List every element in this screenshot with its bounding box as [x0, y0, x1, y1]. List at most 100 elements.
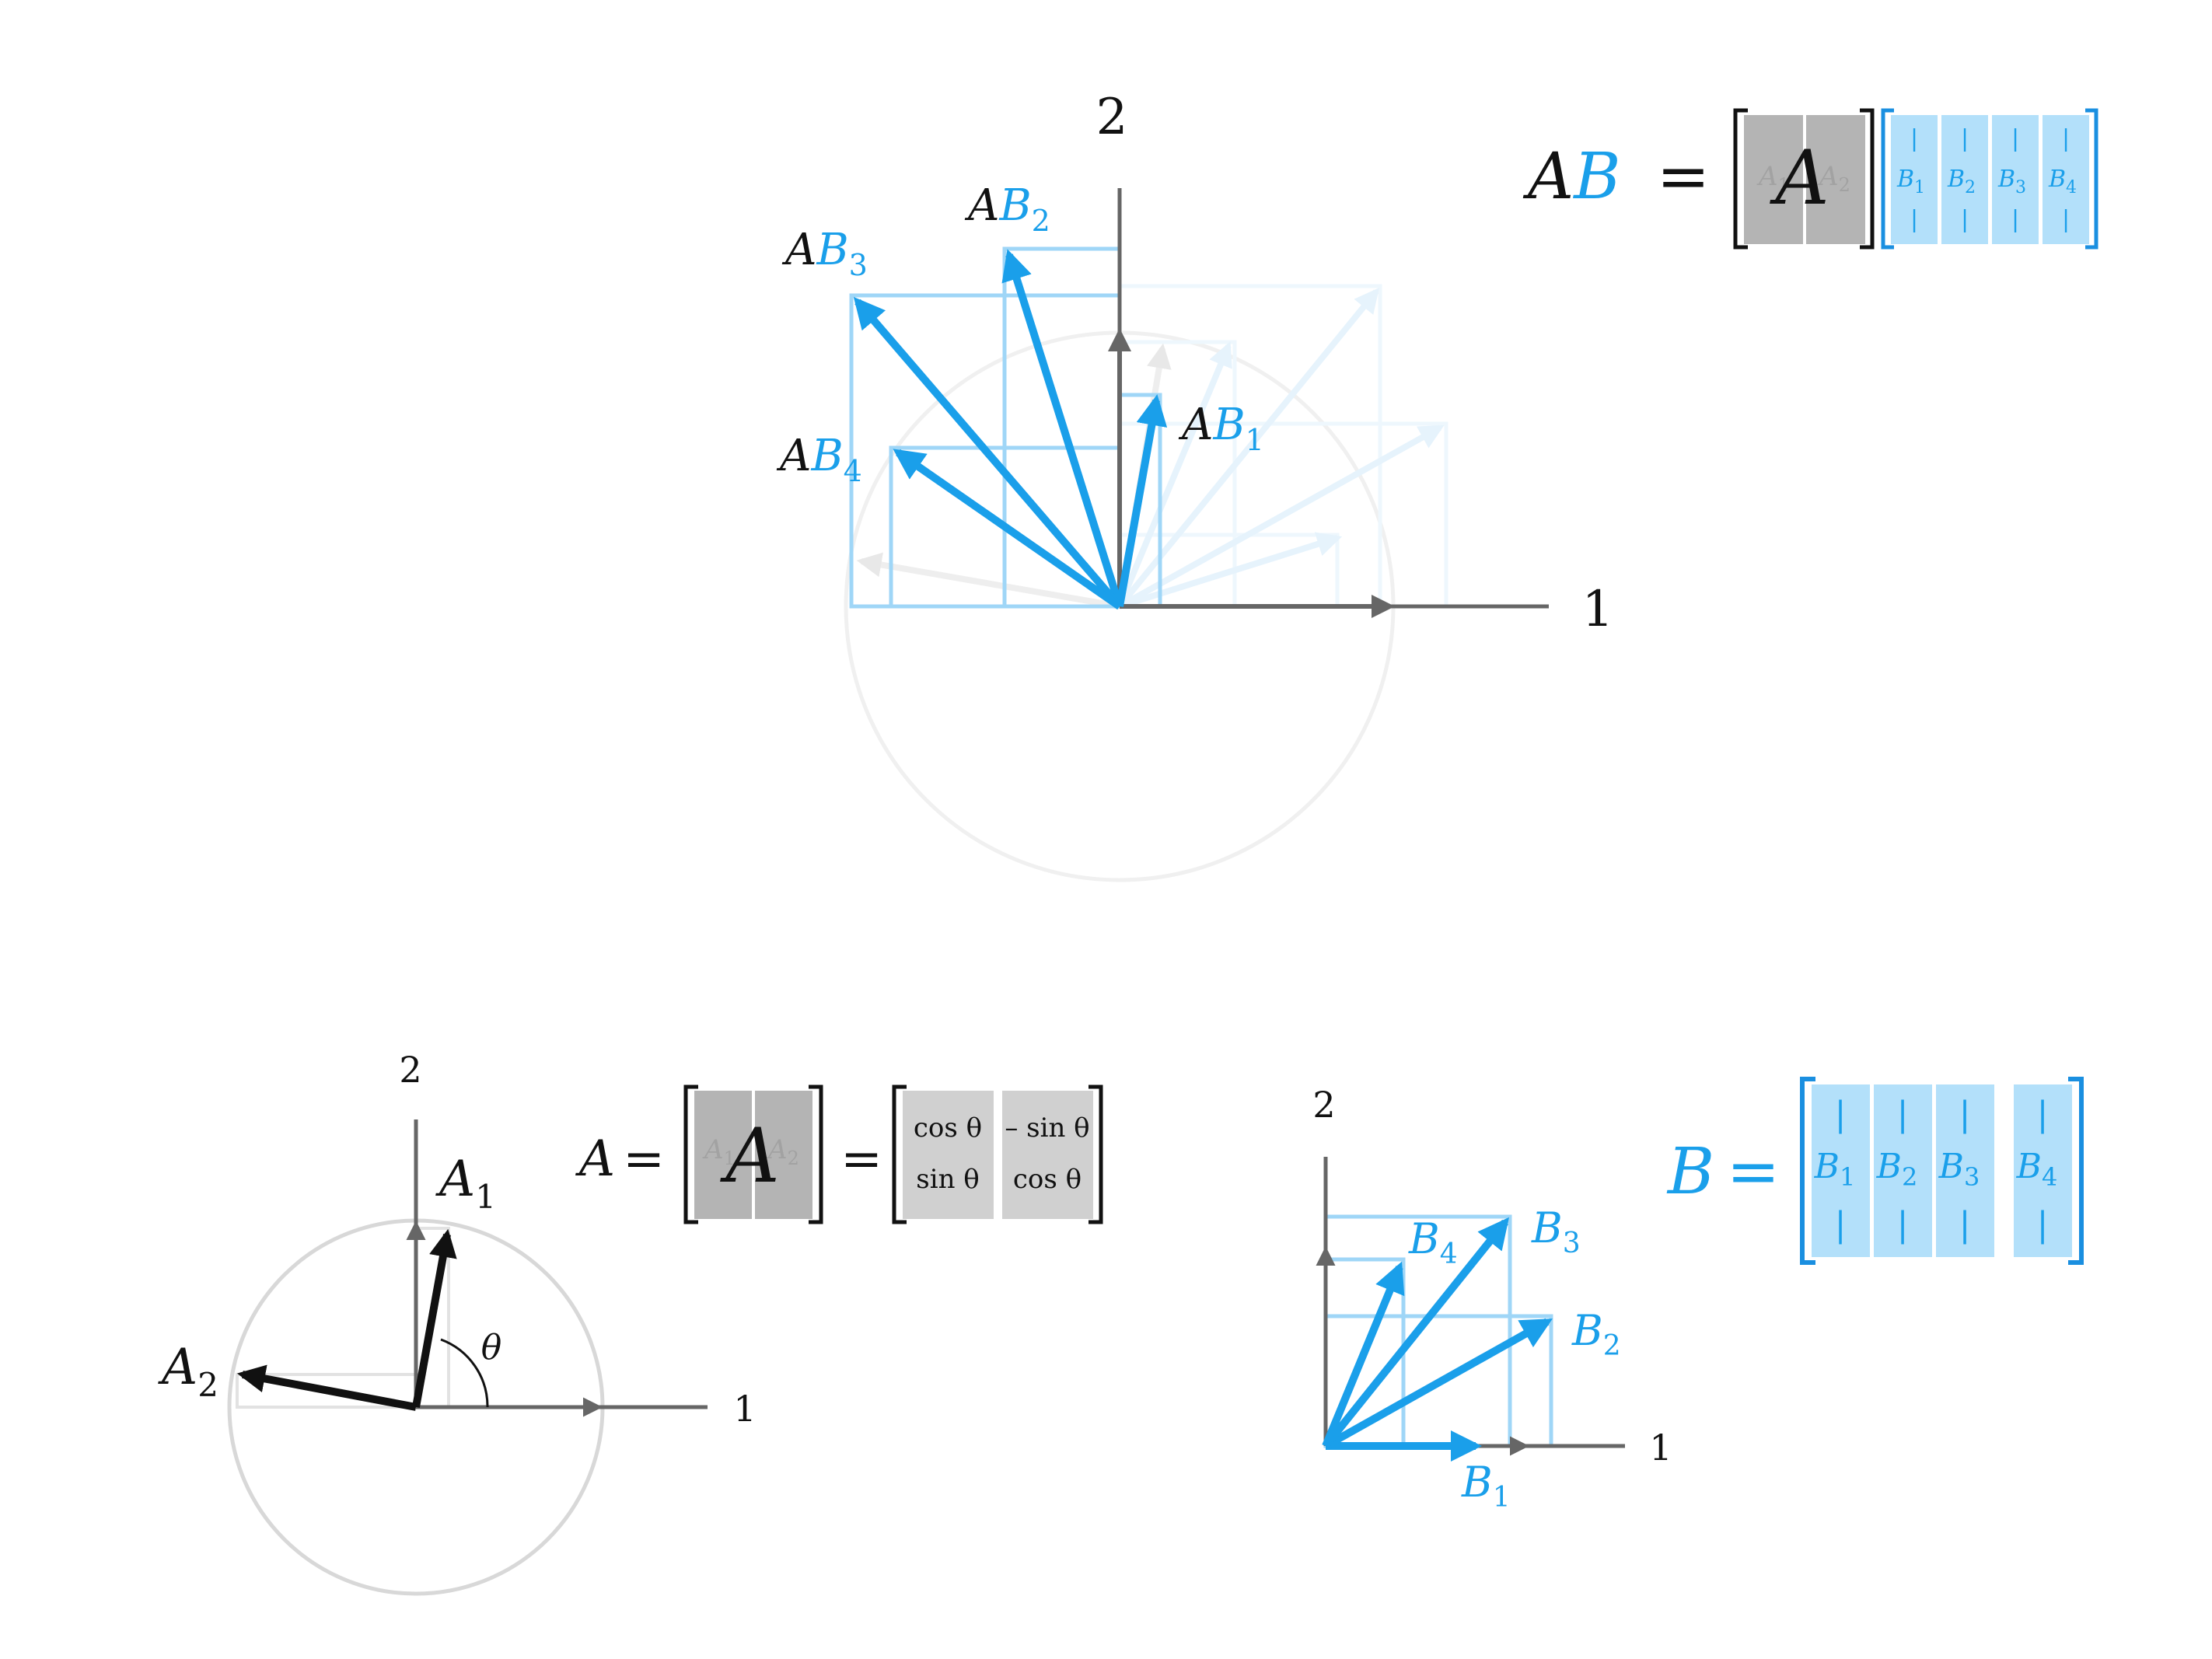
matrix-b-col1-fill: [1891, 115, 1938, 244]
matrix-b-col4-fill: [2014, 1084, 2072, 1257]
matrix-b-col2-bar-bottom: |: [1897, 1205, 1909, 1245]
matrix-a-bracket-left: [1733, 108, 1748, 250]
label-ab2: AB2: [964, 180, 1050, 238]
matrix-a-col1-label: A1: [702, 1134, 736, 1169]
matrix-b-col2-fill: [1874, 1084, 1932, 1257]
matrix-b-col1-label: B1: [1896, 166, 1925, 197]
equation-b: B = | B1 | | B2 | | B3 | | B4 |: [1666, 1077, 2084, 1265]
matrix-b-col4-bar-bottom: |: [2037, 1205, 2049, 1245]
matrix-a-col1-label: A1: [1756, 161, 1790, 196]
vector-a2: [236, 1364, 417, 1411]
matrix-a-col2-fill: [755, 1091, 812, 1219]
vector-b2: [1323, 1318, 1553, 1450]
matrix-b-col3-label: B3: [1938, 1147, 1980, 1192]
axis-1-label: 1: [1649, 1427, 1672, 1469]
equation-a-equals-2: =: [840, 1130, 882, 1188]
equation-ab-equals: =: [1657, 140, 1711, 214]
equation-a-equals-1: =: [623, 1130, 665, 1188]
rotation-col2-fill: [1002, 1091, 1093, 1219]
matrix-b-col1-label: B1: [1814, 1147, 1856, 1192]
matrix-b-col1-bar-bottom: |: [1835, 1205, 1847, 1245]
matrix-b-bracket-left: [1800, 1077, 1815, 1265]
equation-ab-lhs: AB: [1522, 140, 1620, 214]
matrix-a-col2-fill: [1806, 115, 1865, 244]
rotation-cell-12: – sin θ: [1005, 1112, 1089, 1144]
vector-b3: [1323, 1217, 1510, 1449]
matrix-b-col3-bar-bottom: |: [1959, 1205, 1971, 1245]
matrix-b-col4-bar-bottom: |: [2062, 206, 2070, 233]
projection-boxes: [849, 246, 1162, 609]
b-vectors: [1322, 1217, 1553, 1462]
matrix-b-col1-fill: [1812, 1084, 1870, 1257]
matrix-b-col4-label: B4: [2016, 1147, 2058, 1192]
matrix-b-col1-bar-top: |: [1910, 125, 1918, 152]
ghost-vector: [1116, 341, 1232, 608]
matrix-a-bracket-right: [809, 1084, 823, 1224]
matrix-b-bracket-left: [1881, 108, 1894, 250]
label-ab1: AB1: [1178, 400, 1264, 457]
angle-label: θ: [481, 1328, 502, 1367]
rotation-cell-11: cos θ: [914, 1112, 982, 1144]
rotation-col1-fill: [903, 1091, 994, 1219]
label-ab3: AB3: [781, 225, 868, 282]
matrix-b-col2-label: B2: [1947, 166, 1976, 197]
label-b2: B2: [1571, 1306, 1621, 1362]
axis-1-label: 1: [733, 1388, 756, 1430]
matrix-b-col2-label: B2: [1876, 1147, 1918, 1192]
matrix-b-col2-bar-bottom: |: [1961, 206, 1969, 233]
equation-b-equals: =: [1727, 1135, 1780, 1209]
matrix-b-bracket-right: [2085, 108, 2098, 250]
vector-ab3: [853, 296, 1123, 609]
matrix-b-col3-label: B3: [1997, 166, 2026, 197]
axis-2-label: 2: [1312, 1084, 1335, 1126]
matrix-a-col2-label: A2: [1817, 161, 1850, 196]
ghost-vector: [1118, 532, 1343, 609]
label-ab4: AB4: [776, 431, 862, 488]
vector-ab4: [893, 449, 1122, 610]
label-a1: A1: [435, 1151, 496, 1216]
label-a2: A2: [158, 1339, 218, 1404]
matrix-b-small: | B1 | | B2 | | B3 | | B4 |: [1881, 108, 2098, 250]
matrix-a-col2-label: A2: [766, 1134, 799, 1169]
vector-b4: [1322, 1261, 1405, 1448]
axis-2-label: 2: [399, 1049, 421, 1091]
matrix-b-col3-fill: [1936, 1084, 1994, 1257]
matrix-b-col1-bar-bottom: |: [1910, 206, 1918, 233]
ghost-vector: [1118, 424, 1445, 609]
matrix-b-col1-bar-top: |: [1835, 1095, 1847, 1134]
label-b3: B3: [1531, 1203, 1581, 1259]
matrix-a-bracket-left: [683, 1084, 698, 1224]
matrix-a-col1-fill: [1744, 115, 1803, 244]
matrix-a-col1-fill: [694, 1091, 752, 1219]
matrix-b-col4-fill: [2043, 115, 2089, 244]
axis-2-label: 2: [1096, 89, 1128, 146]
matrix-b-col2-fill: [1941, 115, 1988, 244]
equation-a-lhs: A: [575, 1130, 615, 1188]
ab-vectors: [853, 249, 1168, 610]
vector-ab1: [1116, 394, 1168, 607]
ghost-vector: [1116, 288, 1380, 609]
rotation-cell-22: cos θ: [1013, 1164, 1082, 1195]
label-b4: B4: [1408, 1214, 1458, 1270]
matrix-b-col3-bar-top: |: [2011, 125, 2019, 152]
bottom-right-panel: 2 1 B1 B2 B3 B4 B = | B1 | | B2 | | B3: [1312, 1077, 2084, 1514]
matrix-b-col4-bar-top: |: [2062, 125, 2070, 152]
angle-arc: [440, 1338, 489, 1408]
equation-b-lhs: B: [1666, 1135, 1714, 1209]
rotation-bracket-left: [892, 1084, 907, 1224]
matrix-a-label: A: [719, 1112, 779, 1200]
matrix-b-col2-bar-top: |: [1897, 1095, 1909, 1134]
equation-a: A = A1 A2 A = cos θ – sin θ sin θ cos θ: [575, 1084, 1103, 1224]
matrix-b-col2-bar-top: |: [1961, 125, 1969, 152]
matrix-b-col3-bar-bottom: |: [2011, 206, 2019, 233]
matrix-a-label: A: [1769, 134, 1829, 222]
matrix-a-bracket-right: [1860, 108, 1875, 250]
vector-a1: [412, 1228, 457, 1408]
vector-ab2: [1001, 249, 1123, 608]
matrix-b-col4-label: B4: [2048, 166, 2077, 197]
ghost-vector: [856, 552, 1120, 609]
axis-1-label: 1: [1582, 581, 1614, 638]
equation-ab: AB = A1 A2 A | B1 | | B: [1522, 108, 2098, 250]
label-b1: B1: [1461, 1458, 1511, 1514]
